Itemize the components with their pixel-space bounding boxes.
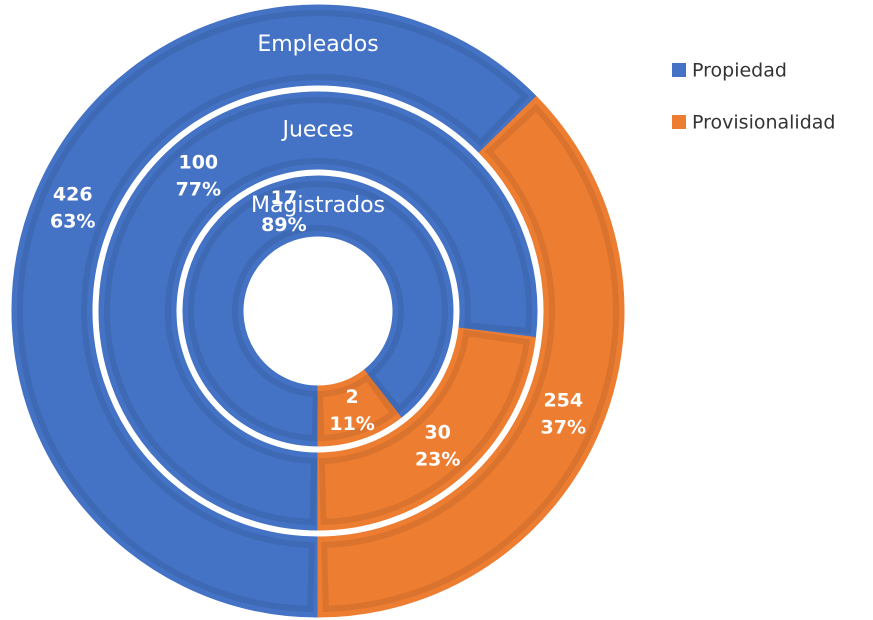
segment-inner-border [321,103,619,612]
percent-label: 77% [176,178,221,200]
segment-inner-border [318,329,531,526]
percent-label: 23% [415,449,460,471]
donut-segment [11,4,538,618]
percent-label: 63% [50,211,95,233]
value-label: 2 [345,386,358,408]
percent-label: 11% [329,413,374,435]
ring-label: Magistrados [251,193,385,218]
segment-inner-border [17,10,530,612]
legend-swatch [672,115,686,129]
donut-segment [317,95,625,618]
percent-label: 37% [541,416,586,438]
donut-segment [182,175,454,447]
ring-label: Jueces [280,118,353,143]
segment-inner-border [188,181,448,442]
legend-swatch [672,63,686,77]
donut-segment [317,327,536,531]
value-label: 100 [178,151,218,173]
segment-inner-border [104,97,532,526]
value-label: 426 [53,184,93,206]
value-label: 254 [543,389,583,411]
percent-label: 89% [261,214,306,236]
value-label: 30 [424,422,450,444]
legend-text: Propiedad [692,60,787,82]
ring-label: Empleados [257,32,378,57]
segment-inner-border [317,373,398,442]
legend-text: Provisionalidad [692,112,835,134]
donut-segment [317,369,402,447]
value-label: 17 [271,187,297,209]
donut-segment [98,91,538,531]
